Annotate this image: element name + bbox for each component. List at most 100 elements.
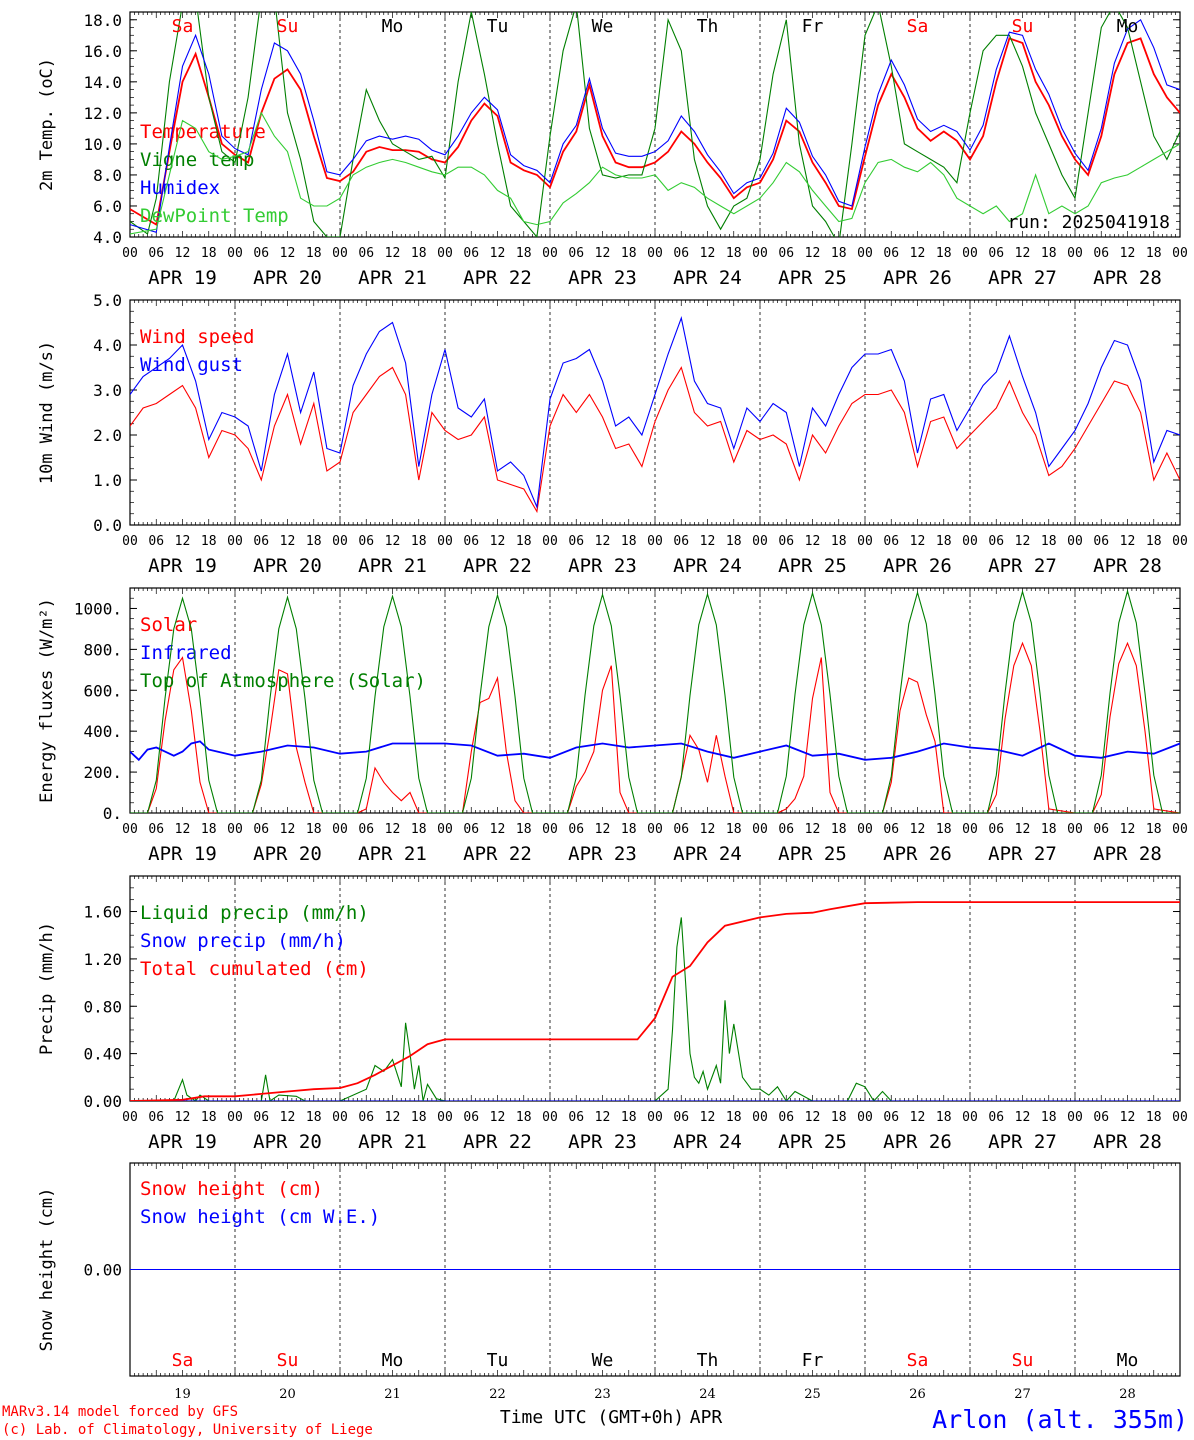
weekday-label: Fr bbox=[802, 16, 824, 37]
hour-tick-label: 12 bbox=[595, 534, 611, 549]
y-axis-label: 10m Wind (m/s) bbox=[37, 341, 57, 484]
y-axis-label: Energy fluxes (W/m²) bbox=[37, 598, 57, 803]
hour-tick-label: 06 bbox=[988, 534, 1004, 549]
credit-line-1: MARv3.14 model forced by GFS bbox=[2, 1404, 238, 1420]
hour-tick-label: 18 bbox=[936, 1110, 952, 1125]
day-label: APR 21 bbox=[358, 555, 427, 577]
hour-tick-label: 18 bbox=[306, 246, 322, 261]
legend-entry: Total cumulated (cm) bbox=[140, 958, 369, 980]
hour-tick-label: 06 bbox=[1093, 246, 1109, 261]
day-number-label: 22 bbox=[489, 1387, 506, 1402]
hour-tick-label: 06 bbox=[883, 246, 899, 261]
y-tick-label: 0. bbox=[103, 804, 122, 823]
hour-tick-label: 06 bbox=[883, 534, 899, 549]
hour-tick-label: 18 bbox=[411, 822, 427, 837]
y-tick-label: 0.0 bbox=[93, 516, 122, 535]
day-label: APR 23 bbox=[568, 843, 637, 865]
day-label: APR 24 bbox=[673, 555, 742, 577]
panel-3: 0. 200. 400. 600. 800. 1000. Energy fluxes (W/… bbox=[37, 587, 1188, 865]
y-axis-label: Snow height (cm) bbox=[37, 1188, 57, 1352]
hour-tick-label: 06 bbox=[148, 822, 164, 837]
hour-tick-label: 06 bbox=[778, 822, 794, 837]
hour-tick-label: 00 bbox=[542, 246, 558, 261]
series-line bbox=[130, 641, 1180, 813]
hour-tick-label: 12 bbox=[385, 822, 401, 837]
y-tick-label: 0.00 bbox=[83, 1261, 122, 1280]
hour-tick-label: 12 bbox=[280, 822, 296, 837]
y-tick-label: 14.0 bbox=[83, 73, 122, 92]
hour-tick-label: 18 bbox=[726, 534, 742, 549]
legend-entry: Vigne temp bbox=[140, 149, 254, 171]
hour-tick-label: 06 bbox=[988, 822, 1004, 837]
hour-tick-label: 12 bbox=[595, 822, 611, 837]
hour-tick-label: 06 bbox=[148, 534, 164, 549]
hour-tick-label: 06 bbox=[1093, 822, 1109, 837]
hour-tick-label: 12 bbox=[1120, 822, 1136, 837]
hour-tick-label: 12 bbox=[1120, 534, 1136, 549]
day-label: APR 19 bbox=[148, 555, 217, 577]
y-tick-label: 4.0 bbox=[93, 228, 122, 247]
hour-tick-label: 18 bbox=[621, 1110, 637, 1125]
weekday-label: Fr bbox=[802, 1350, 824, 1371]
day-label: APR 19 bbox=[148, 1131, 217, 1153]
hour-tick-label: 00 bbox=[542, 822, 558, 837]
hour-tick-label: 00 bbox=[542, 534, 558, 549]
y-tick-label: 1000. bbox=[74, 599, 122, 618]
hour-tick-label: 18 bbox=[621, 246, 637, 261]
day-label: APR 20 bbox=[253, 843, 322, 865]
legend-entry: Solar bbox=[140, 614, 197, 636]
hour-tick-label: 00 bbox=[227, 534, 243, 549]
panel-1: 4.0 6.0 8.0 10.0 12.0 14.0 16.0 18.0 2m Temp. (o… bbox=[37, 11, 1188, 289]
day-label: APR 24 bbox=[673, 1131, 742, 1153]
series-line bbox=[130, 740, 1180, 762]
hour-tick-label: 18 bbox=[726, 1110, 742, 1125]
y-tick-label: 6.0 bbox=[93, 197, 122, 216]
legend-entry: Snow precip (mm/h) bbox=[140, 930, 346, 952]
y-tick-label: 16.0 bbox=[83, 42, 122, 61]
hour-tick-label: 00 bbox=[857, 1110, 873, 1125]
hour-tick-label: 00 bbox=[122, 1110, 138, 1125]
day-number-label: 23 bbox=[594, 1387, 611, 1402]
hour-tick-label: 12 bbox=[1015, 246, 1031, 261]
day-label: APR 27 bbox=[988, 843, 1057, 865]
legend-entry: Temperature bbox=[140, 121, 266, 143]
day-label: APR 22 bbox=[463, 267, 532, 289]
hour-tick-label: 12 bbox=[595, 1110, 611, 1125]
y-tick-label: 10.0 bbox=[83, 135, 122, 154]
day-label: APR 23 bbox=[568, 1131, 637, 1153]
hour-tick-label: 18 bbox=[1146, 534, 1162, 549]
hour-tick-label: 06 bbox=[1093, 1110, 1109, 1125]
hour-tick-label: 00 bbox=[122, 822, 138, 837]
hour-tick-label: 12 bbox=[1015, 1110, 1031, 1125]
day-label: APR 21 bbox=[358, 1131, 427, 1153]
panel-4: 0.00 0.40 0.80 1.20 1.60 Precip (mm/h) Liquid … bbox=[37, 875, 1188, 1153]
hour-tick-label: 18 bbox=[936, 822, 952, 837]
legend-entry: DewPoint Temp bbox=[140, 205, 289, 227]
day-number-label: 21 bbox=[384, 1387, 401, 1402]
hour-tick-label: 12 bbox=[805, 534, 821, 549]
hour-tick-label: 18 bbox=[201, 1110, 217, 1125]
hour-tick-label: 12 bbox=[805, 1110, 821, 1125]
hour-tick-label: 12 bbox=[805, 822, 821, 837]
day-label: APR 28 bbox=[1093, 843, 1162, 865]
hour-tick-label: 18 bbox=[936, 246, 952, 261]
hour-tick-label: 12 bbox=[385, 534, 401, 549]
hour-tick-label: 06 bbox=[148, 1110, 164, 1125]
hour-tick-label: 12 bbox=[910, 534, 926, 549]
weekday-label: Su bbox=[1012, 1350, 1034, 1371]
hour-tick-label: 00 bbox=[962, 534, 978, 549]
panel-5: 0.00 Snow height (cm) Snow height (cm) Snow… bbox=[37, 1162, 1181, 1377]
hour-tick-label: 06 bbox=[568, 1110, 584, 1125]
hour-tick-label: 12 bbox=[280, 246, 296, 261]
hour-tick-label: 18 bbox=[831, 1110, 847, 1125]
day-label: APR 21 bbox=[358, 843, 427, 865]
weekday-label: Su bbox=[277, 1350, 299, 1371]
hour-tick-label: 00 bbox=[332, 1110, 348, 1125]
y-tick-label: 1.20 bbox=[83, 950, 122, 969]
hour-tick-label: 18 bbox=[1146, 822, 1162, 837]
hour-tick-label: 00 bbox=[1172, 534, 1188, 549]
hour-tick-label: 06 bbox=[883, 822, 899, 837]
legend-entry: Liquid precip (mm/h) bbox=[140, 902, 369, 924]
hour-tick-label: 00 bbox=[857, 246, 873, 261]
hour-tick-label: 12 bbox=[805, 246, 821, 261]
